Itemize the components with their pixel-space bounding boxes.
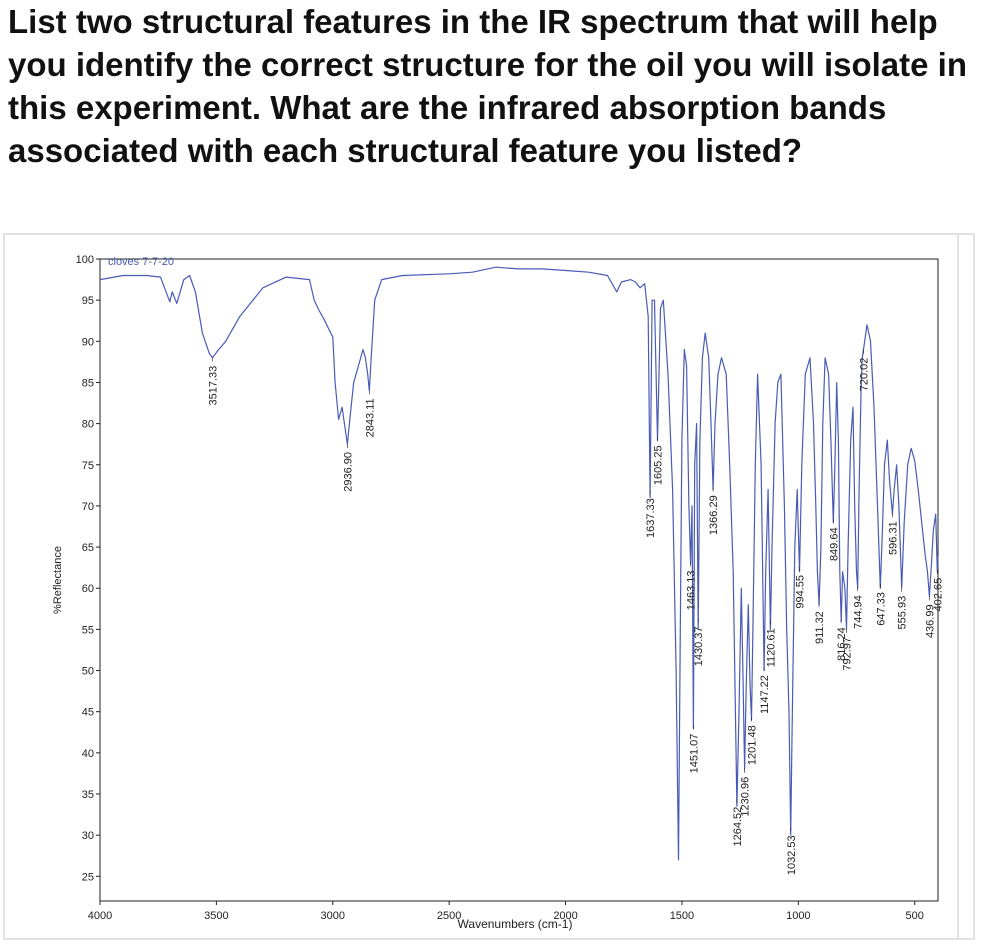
- peak-label-1032.53: 1032.53: [786, 835, 798, 875]
- y-tick-label-50: 50: [82, 666, 94, 678]
- y-tick-label-100: 100: [76, 254, 94, 266]
- y-axis: 100 95 90 85 80 75 70 65 60 55 50 45 40 35 30 25: [76, 254, 100, 883]
- y-axis-label: %Reflectance: [52, 546, 64, 614]
- peak-label-816.24: 816.24: [836, 627, 848, 661]
- x-tick-label-3500: 3500: [204, 910, 228, 922]
- ir-spectrum-chart: 100 95 90 85 80 75 70 65 60 55 50 45 40 35 30 25 4000 35…: [3, 233, 975, 940]
- peak-label-1605.25: 1605.25: [652, 445, 664, 485]
- peak-label-647.33: 647.33: [875, 592, 887, 626]
- peak-label-720.02: 720.02: [859, 358, 871, 392]
- y-tick-label-95: 95: [82, 295, 94, 307]
- x-tick-label-500: 500: [906, 910, 924, 922]
- peak-label-1430.37: 1430.37: [693, 627, 705, 667]
- peak-label-911.32: 911.32: [814, 611, 826, 644]
- peak-label-1451.07: 1451.07: [688, 734, 700, 774]
- peak-label-1147.22: 1147.22: [759, 675, 771, 714]
- y-tick-label-30: 30: [82, 830, 94, 842]
- peak-label-849.64: 849.64: [828, 527, 840, 561]
- y-tick-label-60: 60: [82, 583, 94, 595]
- peak-label-436.99: 436.99: [924, 604, 936, 638]
- spectrum-line: [99, 266, 939, 861]
- peak-label-1120.61: 1120.61: [765, 628, 777, 667]
- peak-label-1637.33: 1637.33: [645, 498, 657, 538]
- plot-frame: [99, 258, 939, 902]
- x-tick-label-2000: 2000: [553, 910, 577, 922]
- peak-label-792.97: 792.97: [842, 637, 854, 671]
- peak-label-1264.52: 1264.52: [732, 807, 744, 847]
- figure-frame: [3, 233, 975, 940]
- peak-label-1366.29: 1366.29: [708, 495, 720, 535]
- peak-label-3517.33: 3517.33: [207, 366, 219, 406]
- peak-label-1201.48: 1201.48: [746, 725, 758, 765]
- y-tick-label-85: 85: [82, 377, 94, 389]
- y-tick-label-70: 70: [82, 501, 94, 513]
- y-tick-label-55: 55: [82, 624, 94, 636]
- peak-label-1230.96: 1230.96: [740, 777, 752, 817]
- x-tick-label-3000: 3000: [321, 910, 345, 922]
- y-tick-label-75: 75: [82, 460, 94, 472]
- question-text: List two structural features in the IR s…: [8, 3, 967, 169]
- y-tick-label-45: 45: [82, 707, 94, 719]
- peak-labels: 3517.33 2936.90 2843.11 1637.33 1605.25 1463.…: [207, 349, 944, 875]
- x-tick-label-4000: 4000: [88, 910, 112, 922]
- peak-label-994.55: 994.55: [795, 575, 807, 609]
- y-tick-label-65: 65: [82, 542, 94, 554]
- peak-label-744.94: 744.94: [853, 595, 865, 629]
- x-axis: 4000 3500 3000 2500 2000 1500 1000 500: [88, 901, 924, 922]
- ir-spectrum-figure: 100 95 90 85 80 75 70 65 60 55 50 45 40 35 30 25 4000 35…: [0, 232, 982, 941]
- sample-label: cloves 7-7-20: [108, 256, 174, 268]
- y-tick-label-90: 90: [82, 336, 94, 348]
- peak-label-1463.13: 1463.13: [686, 571, 698, 611]
- x-tick-label-1500: 1500: [670, 910, 694, 922]
- peak-label-555.93: 555.93: [897, 596, 909, 630]
- peak-label-596.31: 596.31: [887, 521, 899, 555]
- x-tick-label-2500: 2500: [437, 910, 461, 922]
- y-tick-label-25: 25: [82, 871, 94, 883]
- x-axis-label: Wavenumbers (cm-1): [458, 917, 573, 931]
- y-tick-label-40: 40: [82, 748, 94, 760]
- peak-label-2936.90: 2936.90: [343, 452, 355, 492]
- peak-label-402.65: 402.65: [932, 578, 944, 612]
- y-tick-label-35: 35: [82, 789, 94, 801]
- x-tick-label-1000: 1000: [786, 910, 810, 922]
- peak-label-2843.11: 2843.11: [364, 398, 376, 437]
- y-tick-label-80: 80: [82, 419, 94, 431]
